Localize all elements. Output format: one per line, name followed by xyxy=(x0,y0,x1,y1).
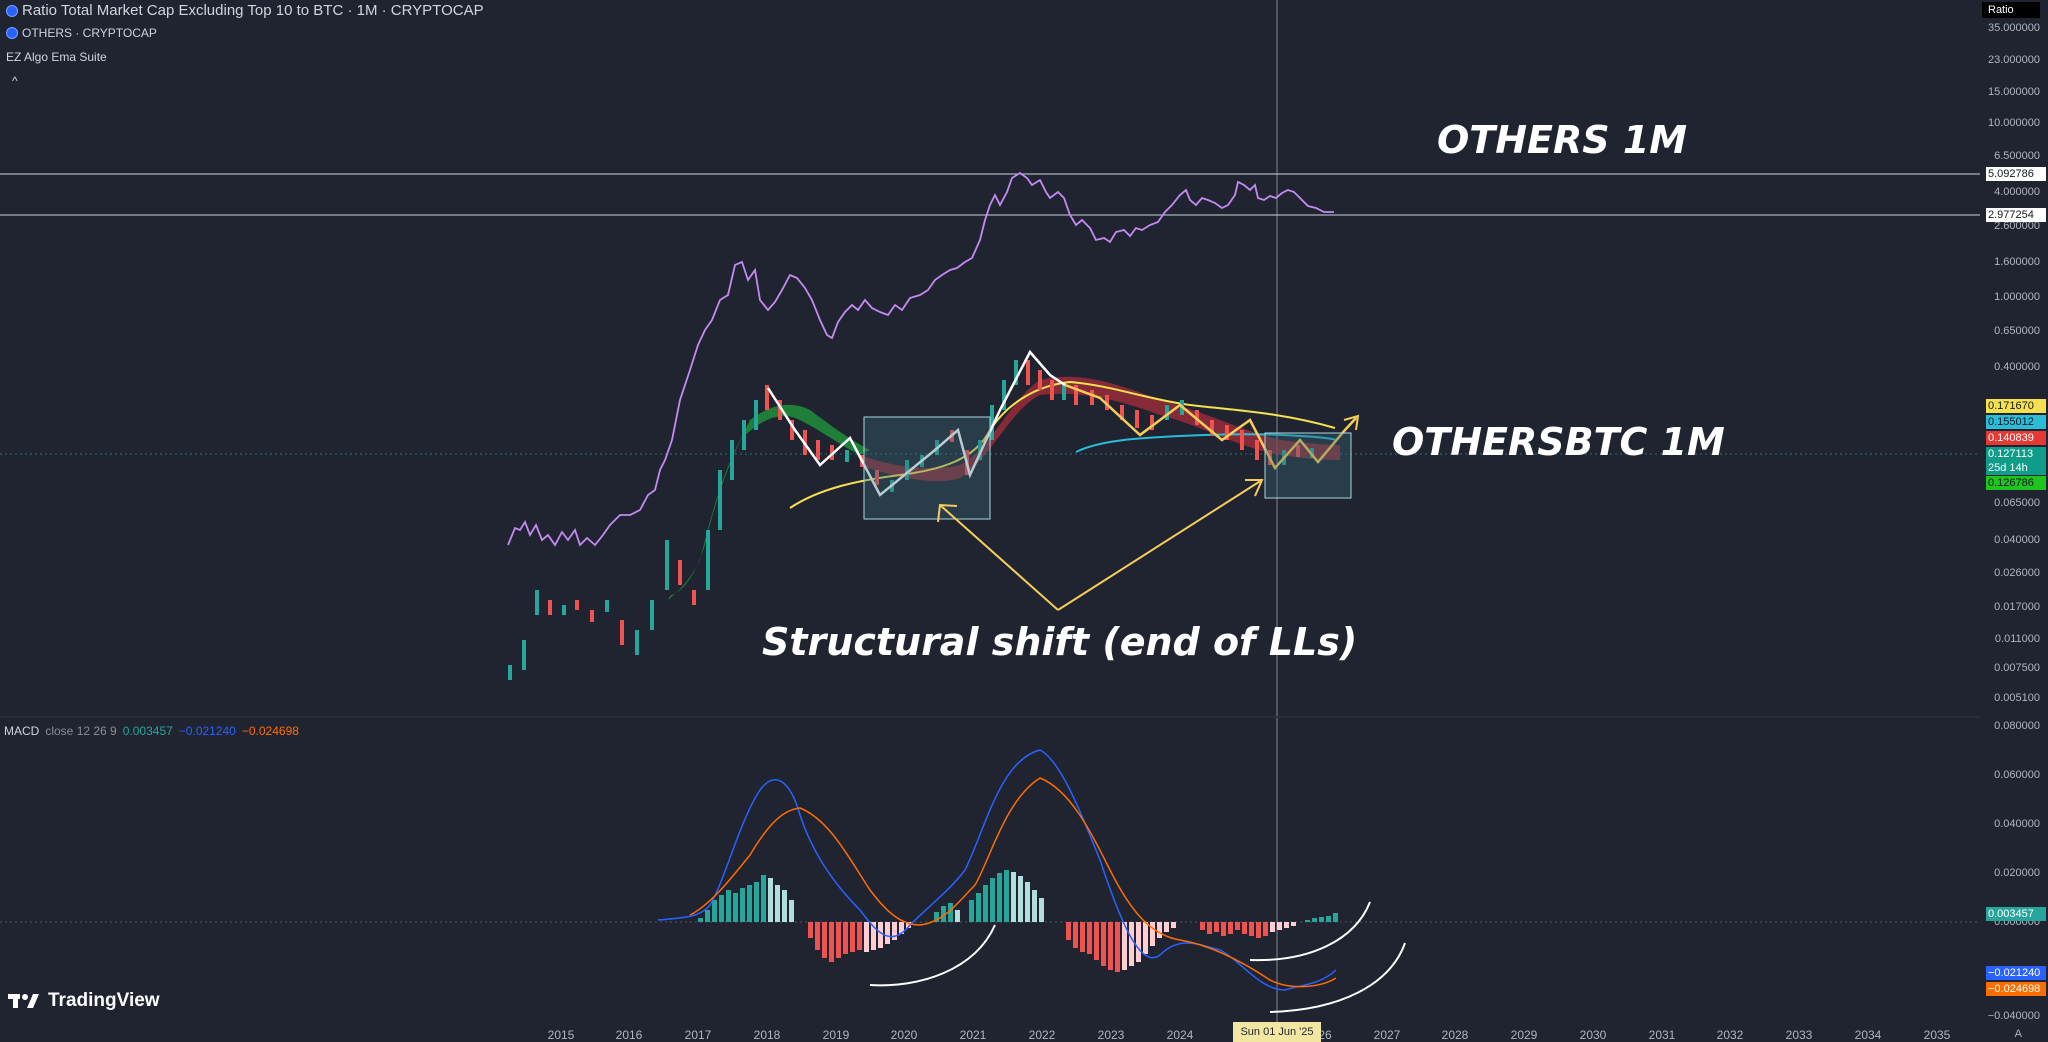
macd-line-label: −0.021240 xyxy=(1986,966,2046,980)
price-countdown: 25d 14h xyxy=(1986,461,2046,475)
macd-line xyxy=(657,749,1337,991)
auto-scale-button[interactable]: A xyxy=(2014,1028,2022,1040)
ema-cyan xyxy=(1075,433,1337,453)
time-tick: 2016 xyxy=(615,1028,643,1042)
price-tick: 4.000000 xyxy=(1994,186,2040,198)
second-series-legend[interactable]: OTHERS · CRYPTOCAP xyxy=(6,26,157,40)
price-label-green-ema: 0.126786 xyxy=(1986,476,2046,490)
price-label-red-ema: 0.140839 xyxy=(1986,431,2046,445)
price-tick: 10.000000 xyxy=(1988,117,2040,129)
time-tick: 2019 xyxy=(822,1028,850,1042)
box-2019-2020 xyxy=(863,416,991,520)
tradingview-logo[interactable]: TradingView xyxy=(8,990,160,1012)
time-tick: 26 xyxy=(1318,1028,1332,1042)
macd-signal-value: −0.024698 xyxy=(241,724,299,738)
macd-tick: 0.020000 xyxy=(1994,867,2040,879)
price-label-others-low: 2.977254 xyxy=(1986,208,2046,222)
time-tick: 2023 xyxy=(1097,1028,1125,1042)
time-tick: 2031 xyxy=(1648,1028,1676,1042)
main-series-legend[interactable]: Ratio Total Market Cap Excluding Top 10 … xyxy=(6,2,484,19)
time-tick: 2021 xyxy=(959,1028,987,1042)
candlesticks xyxy=(508,360,1314,680)
zigzag-yellow xyxy=(1064,383,1357,471)
macd-tick: 0.080000 xyxy=(1994,720,2040,732)
price-label-others-high: 5.092786 xyxy=(1986,167,2046,181)
indicator-title: EZ Algo Ema Suite xyxy=(6,50,107,64)
price-label-yellow-ema: 0.171670 xyxy=(1986,399,2046,413)
price-tick: 23.000000 xyxy=(1988,54,2040,66)
price-tick: 0.007500 xyxy=(1994,662,2040,674)
time-tick: 2029 xyxy=(1510,1028,1538,1042)
cryptocap-logo-icon xyxy=(6,4,18,17)
macd-tick: 0.040000 xyxy=(1994,818,2040,830)
macd-annotation-curves xyxy=(869,901,1406,1013)
macd-hist-value: 0.003457 xyxy=(122,724,173,738)
time-tick: 2018 xyxy=(753,1028,781,1042)
crosshair-date-label: Sun 01 Jun '25 xyxy=(1233,1022,1321,1042)
ema-ribbon-green xyxy=(668,404,870,600)
price-tick: 2.600000 xyxy=(1994,220,2040,232)
macd-signal-label: −0.024698 xyxy=(1986,982,2046,996)
annotation-structural-shift: Structural shift (end of LLs) xyxy=(762,620,1358,664)
ratio-scale-button[interactable]: Ratio xyxy=(1982,2,2040,18)
time-tick: 2033 xyxy=(1785,1028,1813,1042)
time-tick: 2015 xyxy=(547,1028,575,1042)
others-line xyxy=(507,171,1334,547)
zigzag-white xyxy=(766,349,1066,497)
price-tick: 0.026000 xyxy=(1994,567,2040,579)
price-tick: 35.000000 xyxy=(1988,22,2040,34)
time-tick: 2028 xyxy=(1441,1028,1469,1042)
price-tick: 0.040000 xyxy=(1994,534,2040,546)
macd-value: −0.021240 xyxy=(178,724,236,738)
price-tick: 0.650000 xyxy=(1994,325,2040,337)
brand-name: TradingView xyxy=(48,990,160,1011)
time-tick: 2027 xyxy=(1373,1028,1401,1042)
time-tick: 2032 xyxy=(1716,1028,1744,1042)
box-2025 xyxy=(1264,432,1352,499)
indicator-legend[interactable]: EZ Algo Ema Suite xyxy=(6,50,107,64)
price-tick: 6.500000 xyxy=(1994,150,2040,162)
macd-hist-label: 0.003457 xyxy=(1986,907,2046,921)
price-label-current: 0.127113 xyxy=(1986,447,2046,461)
price-tick: 0.065000 xyxy=(1994,497,2040,509)
chevron-up-icon: ^ xyxy=(12,74,18,88)
price-tick: 0.005100 xyxy=(1994,692,2040,704)
annotation-arrows xyxy=(937,414,1360,611)
time-tick: 2020 xyxy=(890,1028,918,1042)
price-tick: 1.000000 xyxy=(1994,291,2040,303)
macd-tick: −0.040000 xyxy=(1987,1010,2040,1022)
collapse-legend-button[interactable]: ^ xyxy=(12,74,18,88)
time-tick: 2035 xyxy=(1923,1028,1951,1042)
time-tick: 2030 xyxy=(1579,1028,1607,1042)
time-tick: 2034 xyxy=(1854,1028,1882,1042)
macd-tick: 0.060000 xyxy=(1994,769,2040,781)
price-tick: 0.011000 xyxy=(1994,633,2040,645)
main-title: Ratio Total Market Cap Excluding Top 10 … xyxy=(22,2,484,19)
price-tick: 0.017000 xyxy=(1994,601,2040,613)
price-tick: 0.400000 xyxy=(1994,361,2040,373)
time-tick: 2022 xyxy=(1028,1028,1056,1042)
time-tick: 2024 xyxy=(1166,1028,1194,1042)
cryptocap-logo-icon xyxy=(6,27,18,39)
tradingview-logo-icon xyxy=(8,994,39,1008)
macd-title: MACD xyxy=(4,724,40,738)
signal-line xyxy=(689,777,1337,988)
time-tick: 2017 xyxy=(684,1028,712,1042)
annotation-othersbtc: OTHERSBTC 1M xyxy=(1392,420,1725,464)
macd-legend[interactable]: MACD close 12 26 9 0.003457 −0.021240 −0… xyxy=(4,724,299,738)
price-tick: 15.000000 xyxy=(1988,86,2040,98)
price-tick: 1.600000 xyxy=(1994,256,2040,268)
annotation-others: OTHERS 1M xyxy=(1437,118,1688,162)
price-label-cyan-ema: 0.155012 xyxy=(1986,415,2046,429)
second-series-title: OTHERS · CRYPTOCAP xyxy=(22,26,157,40)
macd-params: close 12 26 9 xyxy=(45,724,117,738)
price-scale[interactable]: Ratio 35.000000 23.000000 15.000000 10.0… xyxy=(1980,0,2048,1042)
macd-histogram xyxy=(698,870,1338,972)
